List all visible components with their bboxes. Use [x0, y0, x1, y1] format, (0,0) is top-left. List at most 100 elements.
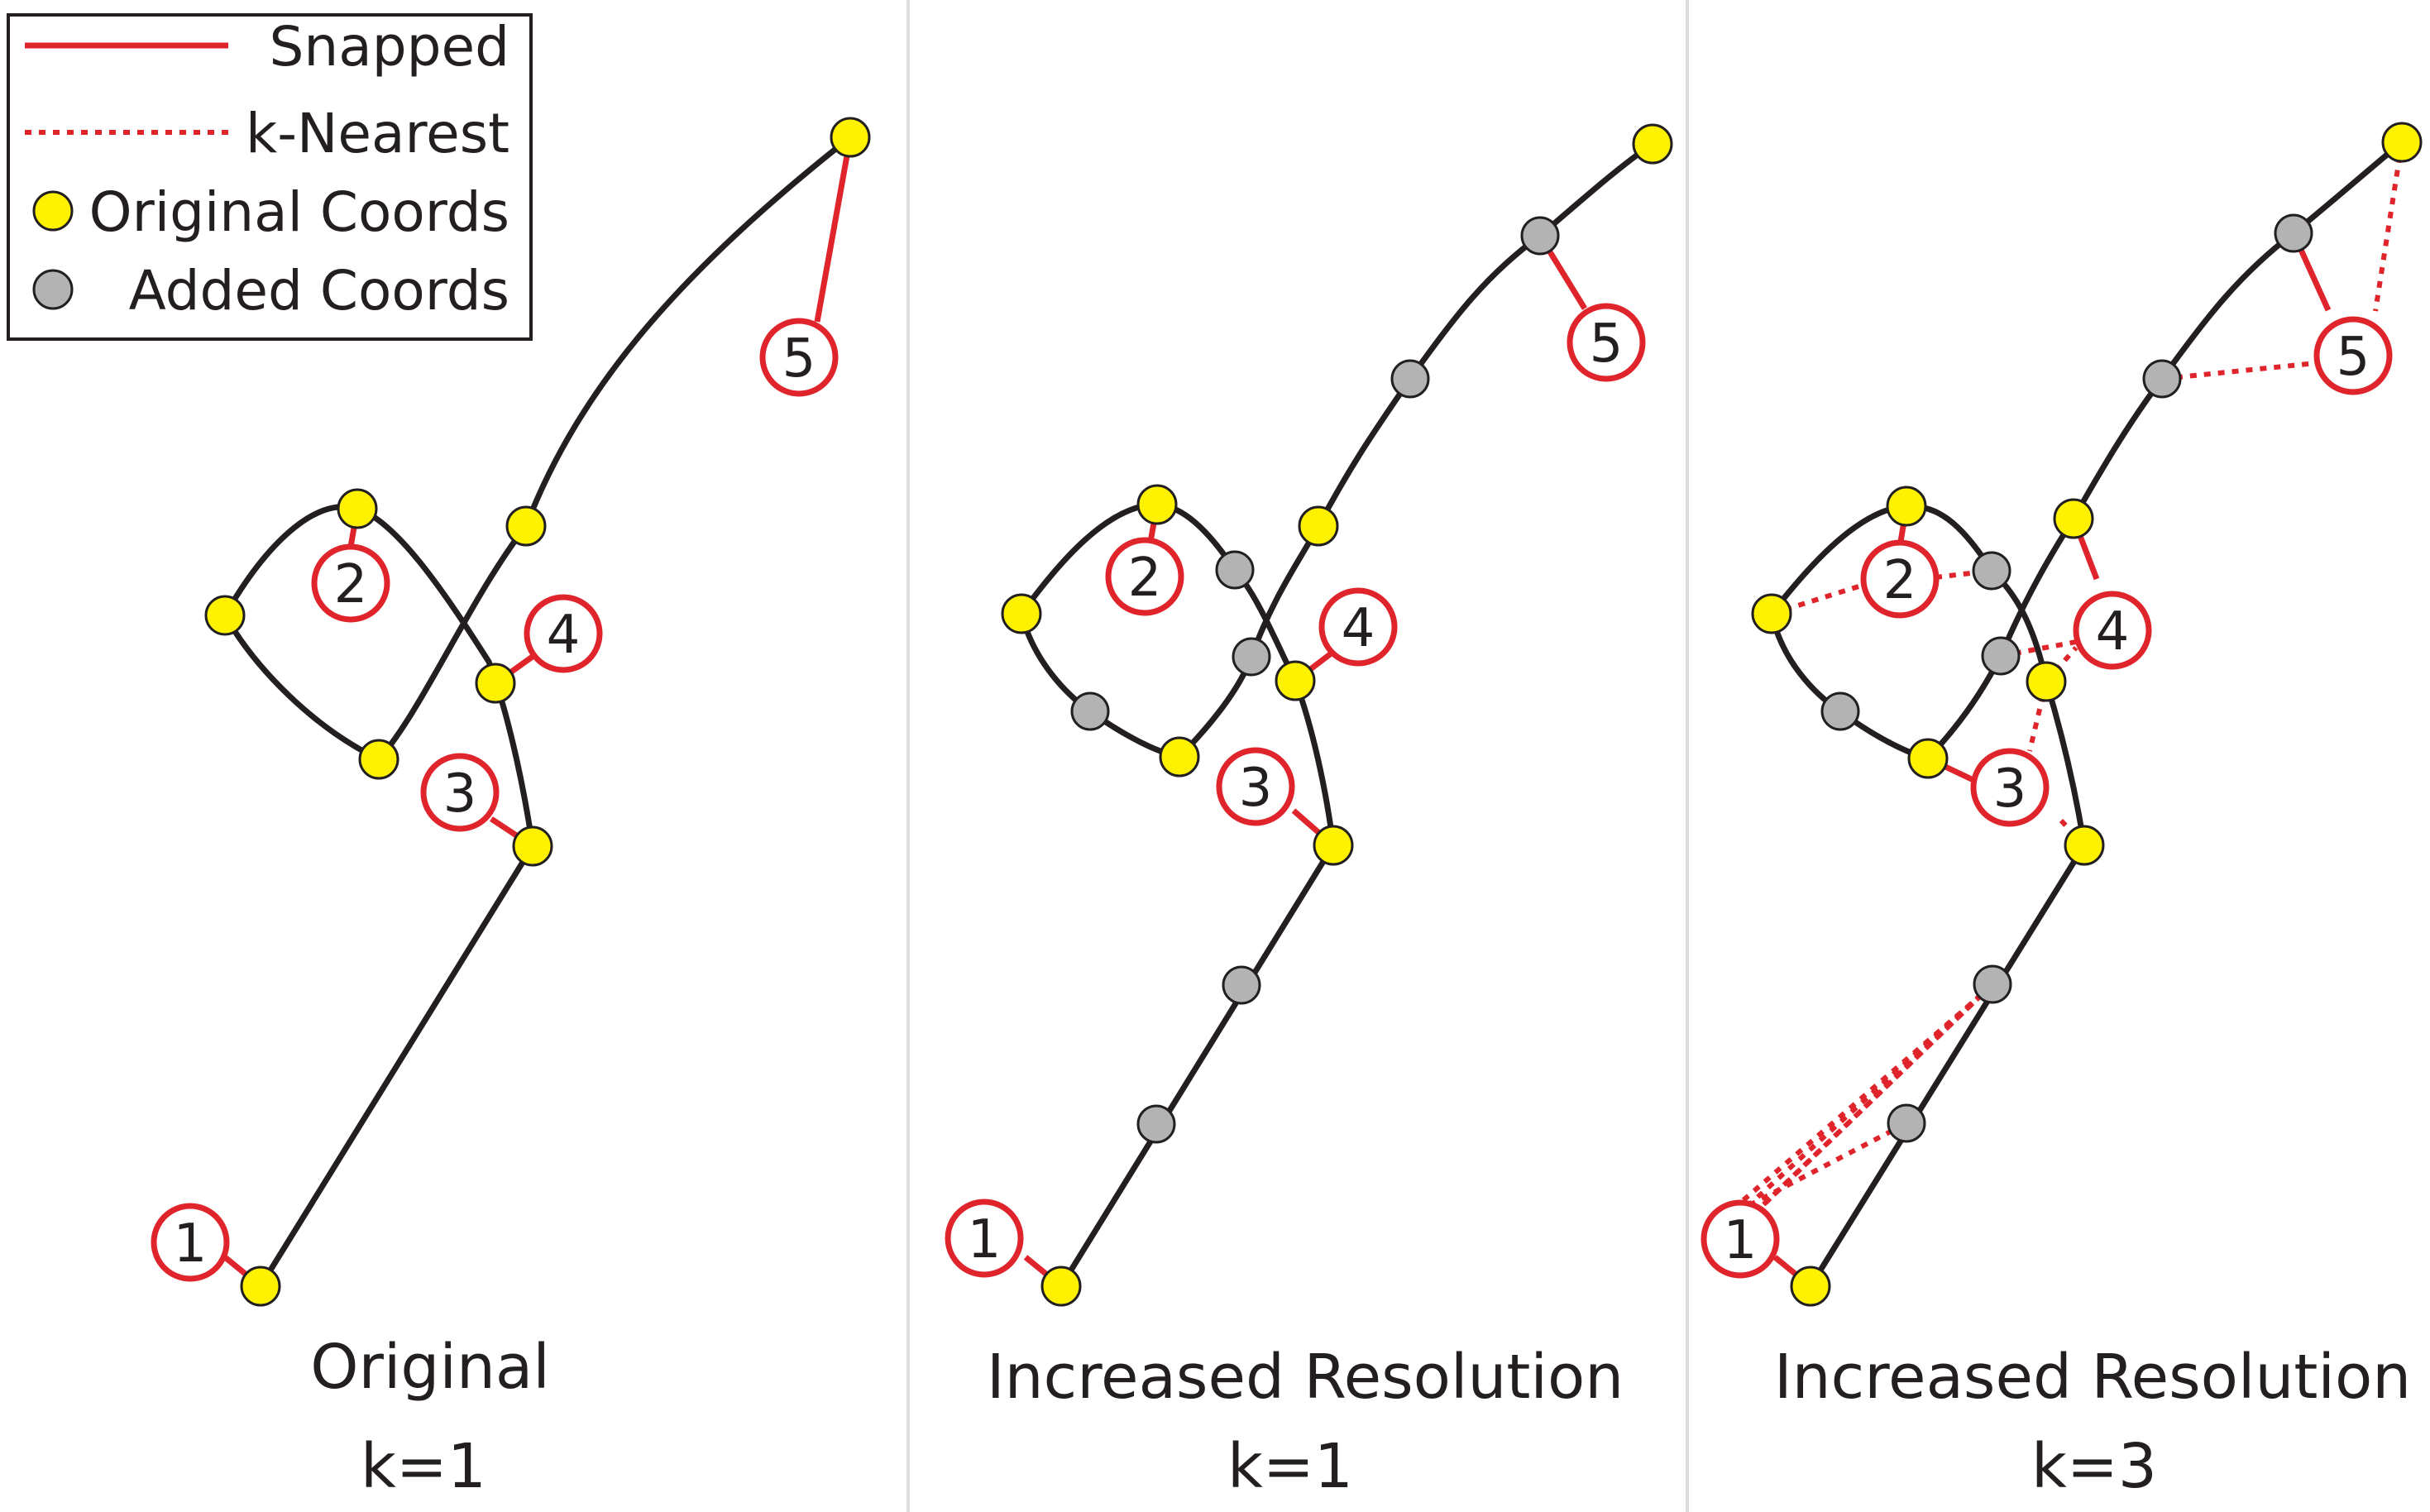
observation-label: 1 [1724, 1210, 1758, 1271]
original-coord [204, 595, 246, 636]
observation-2: 2 [1105, 537, 1184, 616]
observation-3: 3 [420, 753, 500, 832]
observation-2: 2 [311, 543, 390, 623]
original-coord [337, 488, 378, 529]
legend-item-added: Added Coords [32, 259, 509, 323]
original-coord [2026, 661, 2067, 702]
original-coord [1313, 825, 1354, 866]
observation-label: 2 [334, 554, 368, 615]
added-coord [1070, 691, 1110, 731]
observation-4: 4 [1318, 587, 1398, 667]
original-coord [1751, 593, 1792, 634]
observation-label: 3 [1993, 758, 2027, 820]
observation-3: 3 [1970, 748, 2050, 827]
original-coord [358, 739, 399, 780]
knearest-link [2027, 681, 2049, 752]
track-line [222, 134, 854, 1290]
observation-label: 5 [782, 328, 816, 390]
original-coord [2064, 825, 2105, 866]
observation-4: 4 [2073, 591, 2152, 670]
observation-2: 2 [1860, 539, 1940, 619]
added-coord [2274, 213, 2313, 253]
observation-3: 3 [1216, 747, 1295, 826]
panel-title: Increased Resolution [987, 1342, 1624, 1413]
observation-5: 5 [1567, 303, 1646, 382]
observation-label: 2 [1128, 548, 1162, 609]
added-coord [2142, 359, 2182, 399]
observation-label: 4 [1342, 598, 1375, 659]
legend: Snapped k-Nearest Original Coords Added … [7, 13, 533, 341]
original-coord [240, 1266, 281, 1307]
knearest-link [1731, 983, 1993, 1212]
observation-label: 4 [2096, 601, 2130, 663]
original-coord [1136, 484, 1178, 525]
legend-label: Original Coords [89, 180, 509, 244]
original-coord [830, 117, 871, 158]
original-coord [1001, 593, 1042, 634]
original-coord [2381, 122, 2423, 163]
added-coord [1232, 637, 1271, 677]
legend-item-original: Original Coords [32, 180, 509, 244]
panel-title: Original [310, 1332, 550, 1403]
knearest-link [2161, 361, 2317, 381]
added-coord [1215, 550, 1255, 590]
original-coord [1040, 1266, 1082, 1307]
legend-added-swatch [32, 269, 74, 310]
observation-label: 4 [547, 605, 581, 666]
panel-original: 1 2 3 4 5 Original k=1 [151, 117, 871, 1502]
knearest-link [1735, 1121, 1908, 1214]
panel-increased-k1: 1 2 3 4 5 Increased Resolution k=1 [945, 123, 1673, 1502]
observation-label: 3 [443, 763, 477, 825]
observation-label: 5 [2337, 327, 2370, 388]
added-coord [1887, 1103, 1926, 1143]
added-coord [1820, 691, 1860, 731]
track-line [1018, 141, 1656, 1290]
observation-label: 1 [968, 1209, 1002, 1270]
original-coord [1632, 123, 1673, 165]
added-coord [1973, 964, 2012, 1004]
legend-box [7, 13, 533, 341]
legend-label: k-Nearest [246, 102, 509, 165]
snapped-link [814, 136, 854, 323]
legend-item-knearest: k-Nearest [25, 102, 509, 165]
added-coord [1390, 359, 1430, 399]
observation-label: 3 [1239, 758, 1273, 819]
original-coord [1275, 660, 1316, 701]
added-coord [1981, 636, 2021, 676]
observation-5: 5 [759, 318, 839, 397]
original-coord [2053, 498, 2094, 539]
panel-subtitle: k=1 [1227, 1431, 1353, 1502]
track-line [1768, 139, 2405, 1290]
observation-1: 1 [945, 1199, 1024, 1278]
legend-label: Snapped [270, 15, 509, 79]
panel-subtitle: k=1 [361, 1431, 486, 1502]
original-coord [1790, 1266, 1831, 1307]
observation-label: 2 [1883, 550, 1917, 611]
knearest-link [1734, 982, 1995, 1218]
legend-item-snapped: Snapped [25, 15, 509, 79]
panel-title: Increased Resolution [1774, 1342, 2411, 1413]
panel-increased-k3: 1 2 3 4 5 Increased Resolution k=3 [1701, 122, 2423, 1502]
original-coord [1886, 486, 1927, 527]
original-coord [505, 505, 547, 547]
observation-5: 5 [2313, 316, 2393, 395]
observation-1: 1 [151, 1203, 230, 1282]
observation-label: 5 [1590, 313, 1624, 375]
legend-original-swatch [32, 190, 74, 232]
knearest-link [2373, 141, 2404, 312]
observation-1: 1 [1701, 1199, 1780, 1279]
original-coord [475, 663, 516, 704]
observation-label: 1 [174, 1213, 208, 1275]
panel-subtitle: k=3 [2031, 1431, 2157, 1502]
added-coord [1136, 1104, 1176, 1144]
added-coord [1972, 551, 2011, 591]
original-coord [1907, 738, 1949, 779]
original-coord [1298, 505, 1339, 547]
original-coord [512, 825, 553, 867]
observation-4: 4 [524, 594, 603, 673]
added-coord [1520, 216, 1560, 256]
legend-label: Added Coords [129, 259, 509, 323]
original-coord [1159, 736, 1200, 778]
added-coord [1222, 965, 1261, 1005]
